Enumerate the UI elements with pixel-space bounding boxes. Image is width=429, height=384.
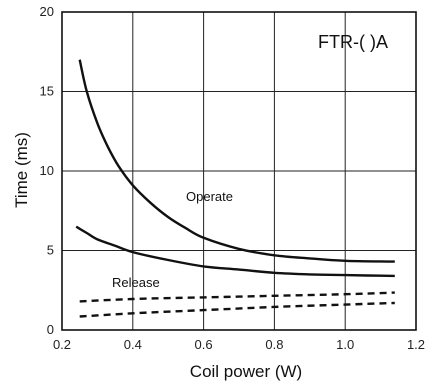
operate-line-1	[78, 59, 395, 263]
y-tick-label: 5	[47, 243, 54, 258]
operate-line-2	[75, 225, 395, 278]
release-line-3	[79, 291, 395, 303]
tick-labels: 0.2 0.4 0.6 0.8 1.0 1.2 0 5 10 15 20	[40, 4, 426, 352]
x-tick-label: 1.0	[336, 337, 354, 352]
y-tick-label: 15	[40, 84, 54, 99]
x-tick-label: 0.6	[195, 337, 213, 352]
x-tick-label: 0.4	[124, 337, 142, 352]
x-axis-label: Coil power (W)	[190, 362, 302, 381]
annotation-release: Release	[112, 275, 160, 290]
y-axis-label: Time (ms)	[12, 132, 31, 208]
y-tick-label: 20	[40, 4, 54, 19]
annotation-operate: Operate	[186, 189, 233, 204]
y-tick-label: 10	[40, 163, 54, 178]
x-tick-label: 1.2	[407, 337, 425, 352]
y-tick-label: 0	[47, 322, 54, 337]
x-tick-label: 0.2	[53, 337, 71, 352]
x-tick-label: 0.8	[265, 337, 283, 352]
plot-frame	[61, 11, 417, 331]
model-label: FTR-( )A	[318, 32, 388, 52]
release-line-4	[79, 301, 395, 318]
series-layer	[75, 59, 395, 318]
